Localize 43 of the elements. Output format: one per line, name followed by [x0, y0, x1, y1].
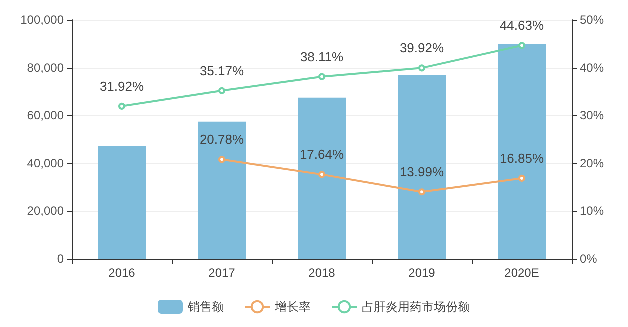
point — [318, 171, 326, 178]
y-tick-label: 40,000 — [27, 156, 64, 170]
bar — [198, 122, 246, 259]
bar — [98, 146, 146, 259]
bar — [398, 75, 446, 259]
point — [118, 102, 126, 110]
y-tick-label: 100,000 — [20, 13, 64, 27]
y-tick-label: 20,000 — [27, 204, 64, 218]
data-label: 31.92% — [100, 78, 144, 94]
y2-tick-label: 20% — [580, 156, 604, 170]
legend-label: 占肝炎用药市场份额 — [362, 300, 470, 314]
x-tick-label: 2016 — [108, 266, 136, 280]
point — [218, 156, 226, 164]
data-label: 17.64% — [300, 147, 344, 162]
data-label: 38.11% — [300, 49, 344, 64]
bar — [498, 44, 546, 259]
x-tick-label: 2019 — [408, 266, 436, 280]
point — [418, 64, 426, 72]
legend-label: 增长率 — [274, 300, 311, 314]
data-label: 20.78% — [200, 132, 244, 148]
y2-tick-label: 30% — [580, 108, 604, 123]
y2-tick-label: 50% — [580, 13, 604, 27]
y-tick-label: 60,000 — [27, 108, 64, 123]
bar — [298, 98, 346, 259]
data-label: 44.63% — [500, 18, 544, 34]
data-label: 16.85% — [500, 150, 544, 166]
y2-tick-label: 10% — [580, 204, 604, 218]
data-label: 39.92% — [400, 40, 444, 56]
y-tick-label: 0 — [57, 252, 64, 266]
legend-label: 销售额 — [187, 300, 224, 314]
x-tick-label: 2020E — [504, 266, 540, 280]
y2-tick-label: 0% — [580, 252, 598, 266]
x-tick-label: 2017 — [208, 266, 236, 280]
data-label: 13.99% — [400, 164, 444, 180]
point — [418, 188, 426, 196]
point — [318, 73, 326, 80]
point — [518, 174, 526, 182]
y-tick-label: 80,000 — [27, 60, 64, 75]
y2-tick-label: 40% — [580, 60, 604, 75]
point — [518, 42, 526, 50]
data-label: 35.17% — [200, 63, 244, 78]
point — [218, 87, 226, 94]
x-tick-label: 2018 — [308, 266, 336, 280]
